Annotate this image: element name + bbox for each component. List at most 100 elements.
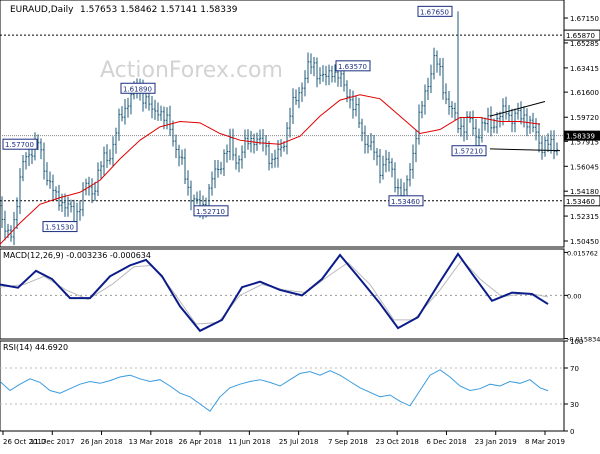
price-bar	[246, 129, 250, 150]
price-bar	[324, 65, 328, 86]
price-bar	[330, 65, 334, 83]
price-bar	[363, 125, 367, 154]
price-bar	[393, 162, 397, 193]
date-tick-label: 26 Oct 2017	[3, 438, 46, 446]
price-bar	[477, 128, 481, 146]
price-bar	[177, 144, 181, 167]
macd-axis: 0.015762 0.00 -0.015834	[564, 249, 600, 344]
price-bar	[552, 130, 556, 160]
price-bar	[288, 107, 292, 138]
date-tick-label: 13 Mar 2018	[129, 438, 173, 446]
trendline	[489, 100, 546, 117]
price-annotations: 1.57700 1.51530 1.61890 1.52710 1.63570 1.534…	[2, 5, 487, 233]
price-bar	[171, 120, 175, 147]
moving-average-line	[0, 94, 541, 245]
price-bar	[144, 90, 148, 109]
price-bar	[333, 64, 337, 83]
price-bar	[117, 108, 121, 141]
price-bar	[354, 95, 358, 117]
price-bar	[414, 129, 418, 163]
price-bar	[498, 111, 502, 128]
price-bar	[297, 87, 301, 109]
price-bar	[522, 106, 526, 128]
date-tick-label: 25 Jul 2018	[279, 438, 319, 446]
price-bar	[111, 136, 115, 167]
price-bar	[423, 84, 427, 115]
price-bar	[357, 97, 361, 129]
price-annotation-box	[417, 5, 453, 17]
price-bar	[507, 104, 511, 122]
price-bar	[228, 128, 232, 161]
price-bar	[252, 133, 256, 154]
date-tick-label: 26 Apr 2018	[178, 438, 221, 446]
macd-label: MACD(12,26,9) -0.003236 -0.000634	[3, 251, 151, 260]
price-bar	[390, 158, 394, 178]
price-tick-label: 1.54180	[570, 188, 599, 196]
date-tick-label: 23 Jan 2019	[475, 438, 517, 446]
price-bar	[243, 129, 247, 159]
date-tick-label: 8 Mar 2019	[525, 438, 565, 446]
price-bar	[426, 77, 430, 100]
price-bar	[21, 155, 25, 182]
price-bar	[237, 155, 241, 173]
price-bar	[420, 100, 424, 119]
price-bar	[450, 101, 454, 118]
price-bar	[210, 171, 214, 196]
price-annotation-box	[451, 145, 487, 157]
trendline	[489, 148, 561, 152]
price-axis: 1.67150 1.65285 1.63415 1.61600 1.59720 1.579…	[564, 15, 599, 246]
price-bar	[300, 82, 304, 103]
price-bar	[213, 159, 217, 189]
price-bar	[114, 127, 118, 154]
rsi-tick-label: 100	[570, 338, 583, 346]
price-bar	[156, 102, 160, 121]
price-tick-label: 1.67150	[570, 15, 599, 23]
date-tick-label: 11 Dec 2017	[30, 438, 75, 446]
price-bar	[396, 178, 400, 195]
price-bar	[120, 106, 124, 122]
date-tick-label: 7 Sep 2018	[328, 438, 368, 446]
price-bar	[387, 151, 391, 172]
price-bar	[495, 112, 499, 134]
current-price-box	[564, 130, 600, 141]
price-bar	[12, 211, 16, 246]
price-bar	[543, 136, 547, 157]
price-bar	[234, 147, 238, 170]
price-bar	[534, 118, 538, 141]
price-bar	[93, 181, 97, 201]
price-bar	[309, 53, 313, 75]
price-bar	[417, 104, 421, 145]
current-price-label: 1.58339	[566, 133, 595, 141]
price-bar	[327, 64, 331, 86]
price-bar	[168, 105, 172, 136]
price-bar	[408, 163, 412, 187]
price-bar	[78, 200, 82, 221]
macd-tick-label: 0.00	[567, 292, 581, 300]
price-bar	[510, 108, 514, 133]
price-bar	[315, 57, 319, 88]
price-bar	[438, 57, 442, 76]
price-bar	[369, 132, 373, 151]
date-tick-label: 11 Jun 2018	[228, 438, 270, 446]
rsi-tick-label: 30	[570, 401, 579, 409]
level-label-box	[563, 195, 600, 207]
price-bar	[516, 102, 520, 120]
price-bar	[447, 91, 451, 115]
price-bar	[366, 135, 370, 154]
price-bar	[375, 148, 379, 166]
price-bar	[372, 134, 376, 161]
price-bar	[486, 107, 490, 133]
price-bar	[537, 123, 541, 153]
price-bar	[483, 117, 487, 131]
price-bar	[378, 148, 382, 184]
header-ohlc: 1.57653 1.58462 1.57141 1.58339	[80, 5, 238, 15]
price-bar	[291, 88, 295, 125]
price-bar	[189, 180, 193, 211]
price-bar	[63, 193, 67, 217]
price-bar	[312, 56, 316, 77]
rsi-tick-label: 0	[570, 428, 574, 436]
price-annotation-label: 1.51530	[45, 224, 74, 232]
price-bar	[432, 47, 436, 80]
price-bar	[174, 134, 178, 159]
